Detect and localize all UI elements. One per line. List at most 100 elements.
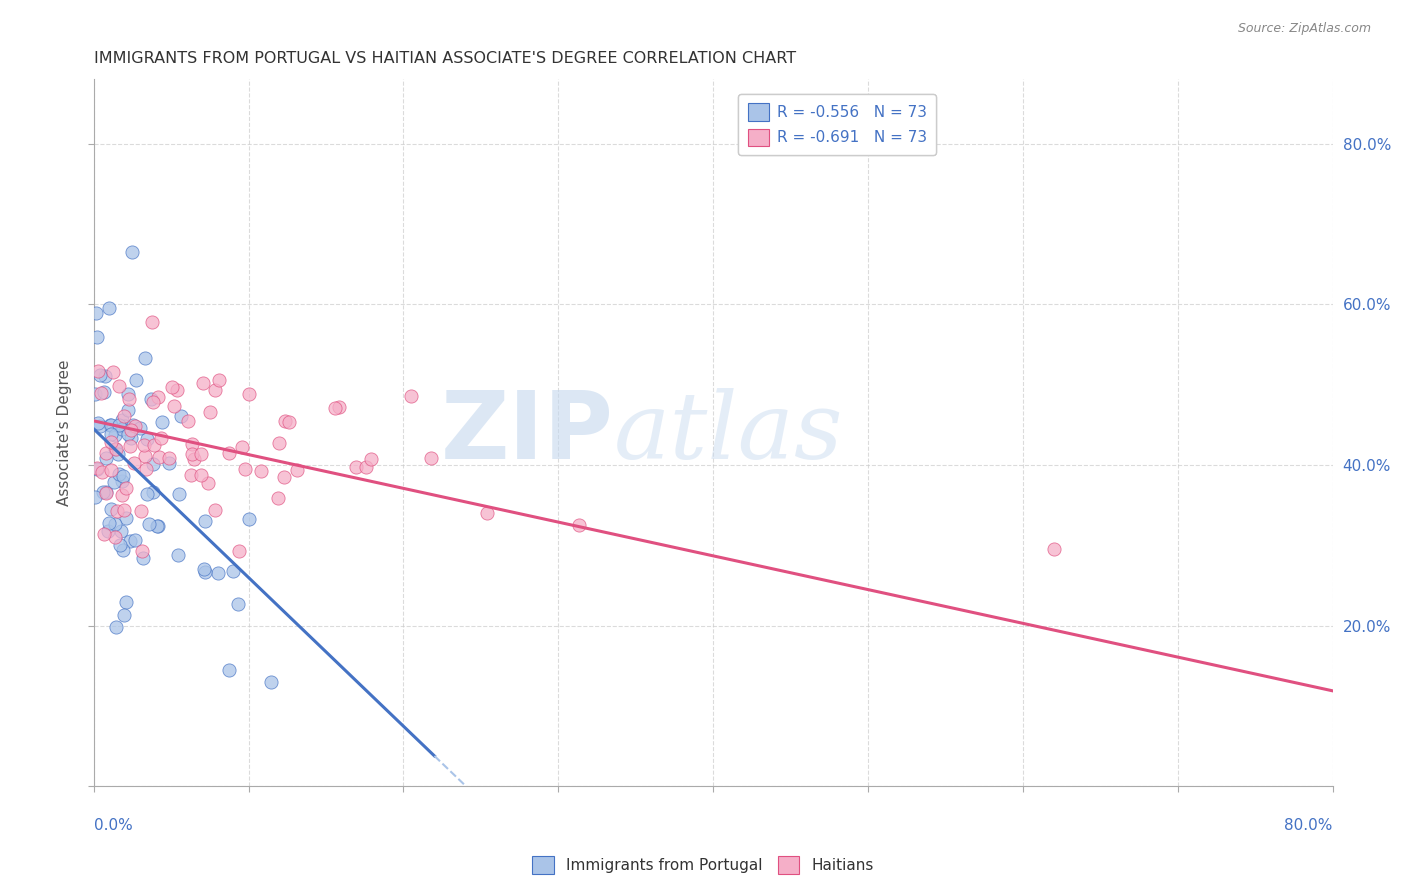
Point <box>107 379 129 393</box>
Point <box>104 428 127 442</box>
Point <box>94 486 117 500</box>
Point <box>100 463 122 477</box>
Point <box>121 245 143 260</box>
Point <box>86 460 108 475</box>
Point <box>96 451 118 466</box>
Point <box>86 330 108 344</box>
Point <box>181 447 204 461</box>
Text: ZIP: ZIP <box>441 387 614 479</box>
Point <box>204 384 226 398</box>
Point <box>218 446 240 460</box>
Text: 80.0%: 80.0% <box>1285 818 1333 833</box>
Point <box>267 436 290 450</box>
Point <box>142 438 165 452</box>
Point <box>118 392 141 406</box>
Point <box>100 502 122 516</box>
Point <box>166 383 188 397</box>
Point <box>84 491 107 505</box>
Point <box>84 387 107 401</box>
Point <box>354 460 377 475</box>
Point <box>148 450 170 464</box>
Point <box>115 595 138 609</box>
Point <box>132 438 155 452</box>
Point <box>477 507 499 521</box>
Point <box>105 442 128 457</box>
Point <box>167 548 190 562</box>
Point <box>139 392 162 407</box>
Point <box>111 542 134 557</box>
Point <box>194 566 217 580</box>
Point <box>132 550 155 565</box>
Point <box>193 562 215 576</box>
Point <box>104 442 127 456</box>
Point <box>169 487 191 501</box>
Point <box>278 415 301 429</box>
Point <box>90 465 112 479</box>
Point <box>149 432 172 446</box>
Point <box>108 467 131 481</box>
Point <box>193 376 215 390</box>
Point <box>112 503 135 517</box>
Point <box>419 450 441 465</box>
Point <box>145 518 167 533</box>
Point <box>222 564 245 578</box>
Point <box>112 607 135 622</box>
Point <box>360 451 382 466</box>
Point <box>93 384 115 399</box>
Point <box>273 414 295 428</box>
Text: Source: ZipAtlas.com: Source: ZipAtlas.com <box>1237 22 1371 36</box>
Point <box>97 524 120 539</box>
Point <box>87 416 110 430</box>
Point <box>183 452 205 467</box>
Point <box>100 426 122 441</box>
Point <box>97 516 120 530</box>
Point <box>118 533 141 548</box>
Point <box>138 517 160 532</box>
Point <box>1043 542 1066 557</box>
Point <box>104 530 127 544</box>
Point <box>148 518 170 533</box>
Point <box>90 386 112 401</box>
Text: atlas: atlas <box>614 388 844 478</box>
Point <box>104 620 127 634</box>
Point <box>114 418 136 433</box>
Point <box>180 437 202 451</box>
Point <box>94 369 117 384</box>
Point <box>131 544 153 558</box>
Point <box>120 423 142 437</box>
Point <box>226 598 249 612</box>
Point <box>98 417 121 432</box>
Point <box>124 418 146 433</box>
Point <box>142 395 165 409</box>
Point <box>89 419 111 434</box>
Point <box>194 514 217 528</box>
Point <box>122 456 145 470</box>
Point <box>100 434 122 449</box>
Point <box>399 389 422 403</box>
Point <box>135 432 157 446</box>
Point <box>87 364 110 378</box>
Point <box>142 484 165 499</box>
Point <box>129 504 152 518</box>
Point <box>100 417 122 432</box>
Point <box>86 462 108 476</box>
Point <box>260 674 283 689</box>
Point <box>197 475 219 490</box>
Point <box>84 305 107 319</box>
Point <box>107 447 129 461</box>
Point <box>568 518 591 533</box>
Point <box>198 405 221 419</box>
Point <box>273 470 295 484</box>
Point <box>160 380 183 394</box>
Point <box>170 409 193 424</box>
Point <box>107 417 129 432</box>
Point <box>267 491 290 505</box>
Point <box>101 365 124 379</box>
Point <box>218 663 240 677</box>
Point <box>207 566 229 581</box>
Text: 0.0%: 0.0% <box>94 818 132 833</box>
Point <box>325 401 347 415</box>
Point <box>115 481 138 495</box>
Point <box>111 413 134 427</box>
Point <box>180 468 202 483</box>
